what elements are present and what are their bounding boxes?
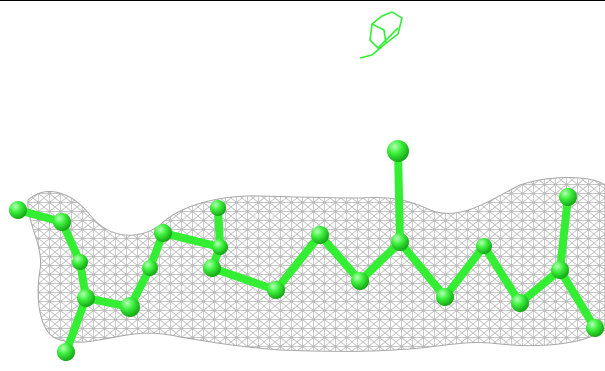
ligand-atom — [212, 239, 228, 255]
ligand-bond — [62, 294, 90, 356]
ligand-atom — [267, 281, 285, 299]
small-wire-fragment — [359, 11, 403, 59]
ligand-atom — [142, 260, 158, 276]
ligand-bond — [480, 242, 524, 307]
ligand-bond — [556, 193, 572, 274]
ligand-bond — [208, 264, 280, 294]
density-mesh-outline — [27, 177, 605, 352]
ligand-bond — [316, 231, 364, 285]
ligand-bond — [356, 238, 404, 285]
ligand-atom — [351, 272, 369, 290]
ligand-bond — [556, 266, 599, 332]
ligand-atom — [154, 224, 172, 242]
ligand-atom — [311, 226, 329, 244]
ligand-atom — [53, 213, 71, 231]
ligand-atom — [387, 140, 409, 162]
ligand-atom — [120, 297, 140, 317]
density-mesh — [27, 177, 605, 352]
ligand-atom — [210, 200, 226, 216]
ligand-atom — [72, 254, 88, 270]
ligand-atom — [551, 261, 569, 279]
ligand-bond — [159, 229, 224, 251]
ligand-atom — [77, 289, 95, 307]
ligand-atom — [559, 188, 577, 206]
ligand-atom — [391, 233, 409, 251]
ligand-atom — [476, 238, 492, 254]
ligand-atom — [586, 319, 604, 337]
ligand-atom — [511, 294, 529, 312]
ligand-bond — [396, 238, 449, 301]
ligand-atom — [9, 201, 27, 219]
ligand-bond — [394, 147, 404, 246]
viewport-top-border — [0, 0, 605, 1]
ligand-atom — [203, 259, 221, 277]
ligand-bond — [441, 242, 488, 301]
ligand-atom — [57, 343, 75, 361]
ligand-atom — [436, 288, 454, 306]
ligand-bond — [272, 231, 324, 294]
ligand-atoms — [9, 140, 604, 361]
